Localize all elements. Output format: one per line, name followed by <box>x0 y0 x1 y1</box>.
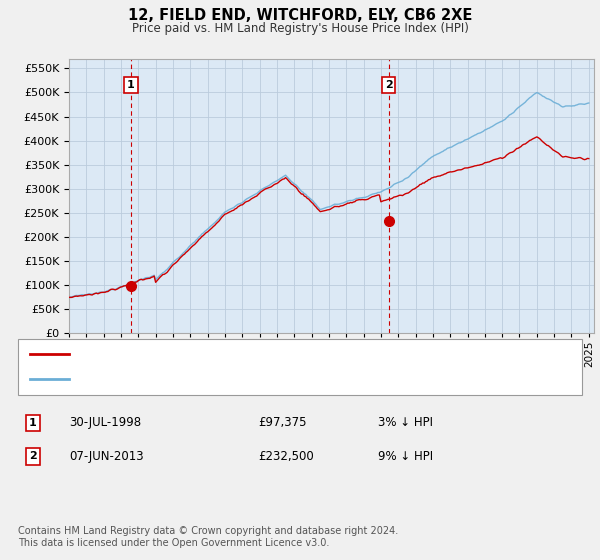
Text: 30-JUL-1998: 30-JUL-1998 <box>69 416 141 430</box>
Text: 12, FIELD END, WITCHFORD, ELY, CB6 2XE: 12, FIELD END, WITCHFORD, ELY, CB6 2XE <box>128 8 472 24</box>
Text: 2: 2 <box>29 451 37 461</box>
Text: Price paid vs. HM Land Registry's House Price Index (HPI): Price paid vs. HM Land Registry's House … <box>131 22 469 35</box>
Text: 1: 1 <box>29 418 37 428</box>
Text: HPI: Average price, detached house, East Cambridgeshire: HPI: Average price, detached house, East… <box>75 374 398 384</box>
Text: 12, FIELD END, WITCHFORD, ELY, CB6 2XE (detached house): 12, FIELD END, WITCHFORD, ELY, CB6 2XE (… <box>75 349 412 360</box>
Text: £232,500: £232,500 <box>258 450 314 463</box>
Text: 2: 2 <box>385 80 392 90</box>
Text: 1: 1 <box>127 80 135 90</box>
Text: Contains HM Land Registry data © Crown copyright and database right 2024.
This d: Contains HM Land Registry data © Crown c… <box>18 526 398 548</box>
Text: 9% ↓ HPI: 9% ↓ HPI <box>378 450 433 463</box>
Text: 07-JUN-2013: 07-JUN-2013 <box>69 450 143 463</box>
Text: £97,375: £97,375 <box>258 416 307 430</box>
Text: 3% ↓ HPI: 3% ↓ HPI <box>378 416 433 430</box>
